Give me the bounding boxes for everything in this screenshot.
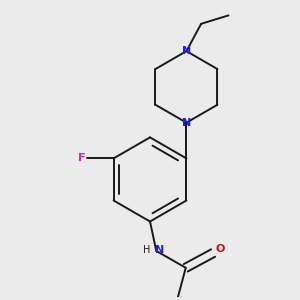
Text: N: N	[155, 245, 164, 255]
Text: N: N	[182, 118, 191, 128]
Text: O: O	[216, 244, 225, 254]
Text: H: H	[143, 245, 151, 255]
Text: F: F	[78, 153, 86, 164]
Text: N: N	[182, 46, 191, 56]
